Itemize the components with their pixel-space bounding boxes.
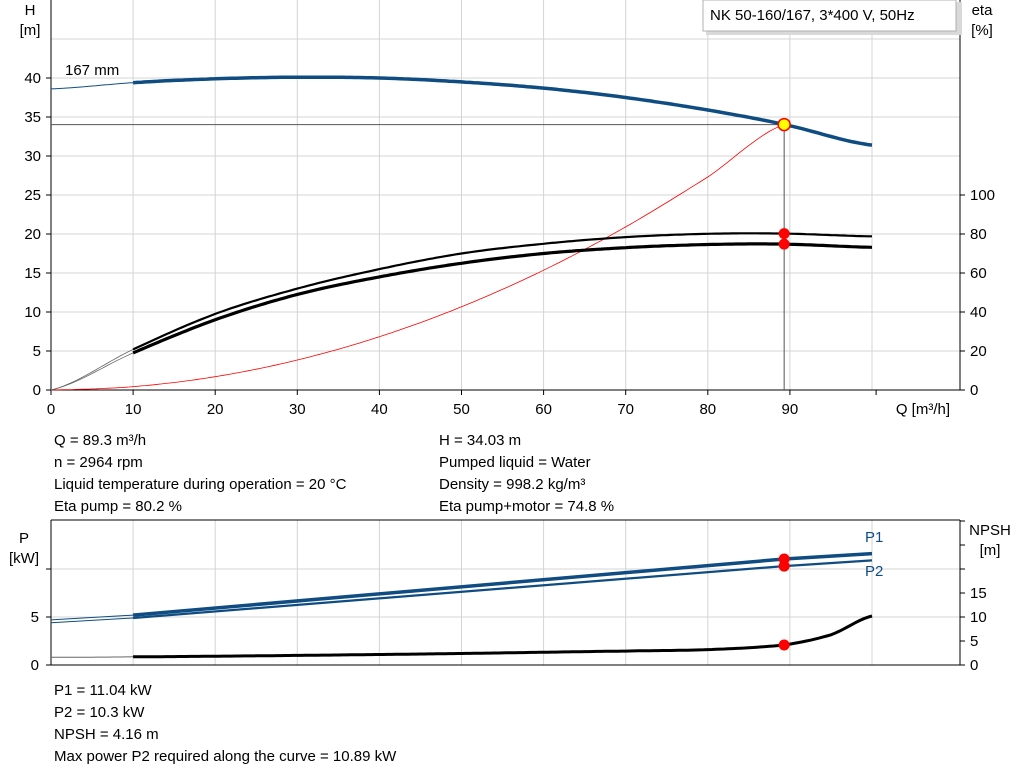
- info-q: Q = 89.3 m³/h: [54, 432, 147, 449]
- y-tick-label: 20: [24, 226, 41, 243]
- npsh-duty-point: [778, 639, 790, 651]
- y-tick-label: 15: [24, 265, 41, 282]
- p2-duty-point: [778, 560, 790, 572]
- p2-label: P2: [865, 563, 883, 580]
- y2-tick-label: 80: [970, 226, 987, 243]
- info-npsh: NPSH = 4.16 m: [54, 726, 159, 743]
- duty-point-marker: [777, 117, 791, 132]
- y-tick-label: 5: [33, 343, 41, 360]
- eta-pump-motor-line-extension: [50, 352, 134, 391]
- x-tick-label: 10: [125, 401, 142, 418]
- info-n: n = 2964 rpm: [54, 454, 143, 471]
- y2-tick-label: 10: [970, 609, 987, 626]
- info-temp: Liquid temperature during operation = 20…: [54, 476, 347, 493]
- x-tick-label: 40: [371, 401, 388, 418]
- x-tick-label: 0: [47, 401, 55, 418]
- y2-tick-label: 5: [970, 633, 978, 650]
- info-left: Q = 89.3 m³/h n = 2964 rpm Liquid temper…: [54, 430, 346, 518]
- eta-pump-duty-point: [778, 228, 790, 240]
- info-max-power: Max power P2 required along the curve = …: [54, 748, 397, 765]
- info-bottom: P1 = 11.04 kW P2 = 10.3 kW NPSH = 4.16 m…: [54, 680, 396, 768]
- npsh-line: [133, 614, 873, 659]
- x-tick-label: 20: [207, 401, 224, 418]
- y-tick-label: 25: [24, 187, 41, 204]
- y2-axis-label: NPSH: [969, 522, 1011, 539]
- x-tick-label: 70: [617, 401, 634, 418]
- curve-label: 167 mm: [65, 62, 119, 79]
- y2-axis-unit: [m]: [980, 542, 1001, 559]
- qh-chart: 0 10 20 30 40 50 60 70 80 90 0 5 10 15 20 25 30 35 40 0 20 40…: [20, 0, 995, 418]
- npsh-line-extension: [51, 656, 134, 658]
- title-box: [702, 0, 957, 32]
- y2-tick-label: 15: [970, 585, 987, 602]
- chart-title: NK 50-160/167, 3*400 V, 50Hz: [710, 7, 915, 24]
- info-right: H = 34.03 m Pumped liquid = Water Densit…: [439, 430, 614, 518]
- y2-tick-label: 60: [970, 265, 987, 282]
- y-tick-label: 10: [24, 304, 41, 321]
- y2-tick-label: 20: [970, 343, 987, 360]
- y-tick-label: 0: [33, 382, 41, 399]
- y-tick-label: 40: [24, 70, 41, 87]
- p1-label: P1: [865, 529, 883, 546]
- info-p1: P1 = 11.04 kW: [54, 682, 152, 699]
- info-liquid: Pumped liquid = Water: [439, 454, 591, 471]
- x-tick-label: 30: [289, 401, 306, 418]
- y2-tick-label: 100: [970, 187, 995, 204]
- p2-line-extension: [50, 617, 134, 624]
- x-tick-label: 90: [782, 401, 799, 418]
- info-h: H = 34.03 m: [439, 432, 522, 449]
- h-curve-line: [132, 75, 873, 147]
- power-npsh-chart: 0 5 0 5 10 15 P [kW] NPSH [m] P1 P2: [9, 519, 1011, 674]
- y2-axis-label: eta: [972, 2, 994, 19]
- eta-pump-motor-line: [132, 242, 873, 355]
- y-axis-unit: [m]: [20, 22, 41, 39]
- y2-tick-label: 0: [970, 657, 978, 674]
- eta-pump-line: [132, 232, 872, 351]
- x-tick-label: 60: [535, 401, 552, 418]
- p1-line: [132, 551, 873, 617]
- info-p2: P2 = 10.3 kW: [54, 704, 145, 721]
- y-tick-label: 30: [24, 148, 41, 165]
- y-tick-label: 5: [31, 609, 39, 626]
- info-eta-pump-motor: Eta pump+motor = 74.8 %: [439, 498, 615, 515]
- y2-tick-label: 40: [970, 304, 987, 321]
- y-tick-label: 35: [24, 109, 41, 126]
- system-curve-line: [50, 125, 782, 391]
- x-axis-label: Q [m³/h]: [896, 401, 950, 418]
- p1-line-extension: [50, 614, 134, 621]
- y2-axis-unit: [%]: [971, 22, 993, 39]
- info-eta-pump: Eta pump = 80.2 %: [54, 498, 182, 515]
- y2-tick-label: 0: [970, 382, 978, 399]
- y-axis-label: H: [25, 2, 36, 19]
- info-density: Density = 998.2 kg/m³: [439, 476, 586, 493]
- eta-pump-motor-duty-point: [778, 238, 790, 250]
- h-curve-line-extension: [50, 82, 134, 90]
- x-tick-label: 80: [699, 401, 716, 418]
- y-axis-unit: [kW]: [9, 550, 39, 567]
- y-axis-label: P: [19, 530, 29, 547]
- y-tick-label: 0: [31, 657, 39, 674]
- x-tick-label: 50: [453, 401, 470, 418]
